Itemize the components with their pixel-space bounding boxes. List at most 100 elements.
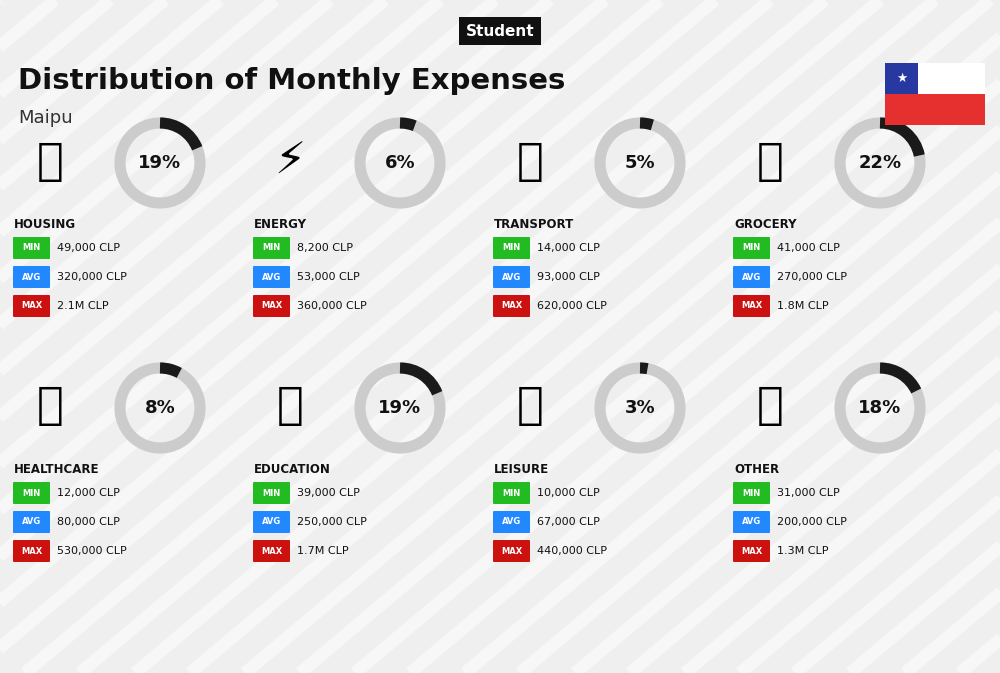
FancyBboxPatch shape xyxy=(13,511,50,533)
Text: MAX: MAX xyxy=(21,546,42,555)
Text: MAX: MAX xyxy=(21,302,42,310)
Text: 39,000 CLP: 39,000 CLP xyxy=(297,488,360,498)
FancyBboxPatch shape xyxy=(733,482,770,504)
Text: HEALTHCARE: HEALTHCARE xyxy=(14,463,99,476)
FancyBboxPatch shape xyxy=(13,295,50,317)
Text: 8,200 CLP: 8,200 CLP xyxy=(297,243,353,253)
Text: MIN: MIN xyxy=(262,244,281,252)
Text: 49,000 CLP: 49,000 CLP xyxy=(57,243,120,253)
Text: EDUCATION: EDUCATION xyxy=(254,463,331,476)
Text: 19%: 19% xyxy=(138,154,182,172)
FancyBboxPatch shape xyxy=(493,540,530,562)
Text: 270,000 CLP: 270,000 CLP xyxy=(777,272,847,282)
Text: HOUSING: HOUSING xyxy=(14,218,76,231)
FancyBboxPatch shape xyxy=(493,511,530,533)
Text: 440,000 CLP: 440,000 CLP xyxy=(537,546,607,556)
Text: MIN: MIN xyxy=(742,489,761,497)
Text: AVG: AVG xyxy=(502,518,521,526)
Text: MIN: MIN xyxy=(742,244,761,252)
Text: TRANSPORT: TRANSPORT xyxy=(494,218,574,231)
Text: 3%: 3% xyxy=(625,399,655,417)
Text: MAX: MAX xyxy=(741,546,762,555)
Text: 67,000 CLP: 67,000 CLP xyxy=(537,517,600,527)
FancyBboxPatch shape xyxy=(493,482,530,504)
Text: AVG: AVG xyxy=(22,273,41,281)
FancyBboxPatch shape xyxy=(885,63,985,94)
Text: 🛍: 🛍 xyxy=(517,384,543,427)
Text: 💰: 💰 xyxy=(757,384,783,427)
FancyBboxPatch shape xyxy=(493,237,530,259)
FancyBboxPatch shape xyxy=(13,540,50,562)
Text: OTHER: OTHER xyxy=(734,463,779,476)
FancyBboxPatch shape xyxy=(733,266,770,288)
Text: 19%: 19% xyxy=(378,399,422,417)
Text: AVG: AVG xyxy=(742,518,761,526)
FancyBboxPatch shape xyxy=(885,94,985,125)
Text: 530,000 CLP: 530,000 CLP xyxy=(57,546,127,556)
FancyBboxPatch shape xyxy=(253,511,290,533)
Text: MIN: MIN xyxy=(502,244,521,252)
Text: 200,000 CLP: 200,000 CLP xyxy=(777,517,847,527)
Text: 8%: 8% xyxy=(145,399,175,417)
Text: 41,000 CLP: 41,000 CLP xyxy=(777,243,840,253)
FancyBboxPatch shape xyxy=(13,482,50,504)
Text: 1.3M CLP: 1.3M CLP xyxy=(777,546,828,556)
Text: 10,000 CLP: 10,000 CLP xyxy=(537,488,600,498)
Text: 250,000 CLP: 250,000 CLP xyxy=(297,517,367,527)
Text: 93,000 CLP: 93,000 CLP xyxy=(537,272,600,282)
Text: AVG: AVG xyxy=(262,518,281,526)
Text: MAX: MAX xyxy=(261,546,282,555)
Text: ⚡: ⚡ xyxy=(274,139,306,182)
Text: 12,000 CLP: 12,000 CLP xyxy=(57,488,120,498)
Text: 🚌: 🚌 xyxy=(517,139,543,182)
FancyBboxPatch shape xyxy=(493,295,530,317)
Text: LEISURE: LEISURE xyxy=(494,463,549,476)
Text: 31,000 CLP: 31,000 CLP xyxy=(777,488,840,498)
Text: Maipu: Maipu xyxy=(18,109,73,127)
Text: 22%: 22% xyxy=(858,154,902,172)
Text: AVG: AVG xyxy=(262,273,281,281)
FancyBboxPatch shape xyxy=(493,266,530,288)
Text: 320,000 CLP: 320,000 CLP xyxy=(57,272,127,282)
Text: AVG: AVG xyxy=(502,273,521,281)
Text: MIN: MIN xyxy=(502,489,521,497)
FancyBboxPatch shape xyxy=(253,482,290,504)
Text: Student: Student xyxy=(466,24,534,38)
FancyBboxPatch shape xyxy=(253,237,290,259)
Text: MAX: MAX xyxy=(261,302,282,310)
Text: AVG: AVG xyxy=(742,273,761,281)
Text: 18%: 18% xyxy=(858,399,902,417)
Text: MAX: MAX xyxy=(741,302,762,310)
Text: 1.7M CLP: 1.7M CLP xyxy=(297,546,349,556)
FancyBboxPatch shape xyxy=(733,237,770,259)
FancyBboxPatch shape xyxy=(13,237,50,259)
Text: 6%: 6% xyxy=(385,154,415,172)
Text: 80,000 CLP: 80,000 CLP xyxy=(57,517,120,527)
Text: 360,000 CLP: 360,000 CLP xyxy=(297,301,367,311)
Text: 🏥: 🏥 xyxy=(37,384,63,427)
FancyBboxPatch shape xyxy=(885,63,918,94)
Text: 620,000 CLP: 620,000 CLP xyxy=(537,301,607,311)
Text: AVG: AVG xyxy=(22,518,41,526)
Text: MIN: MIN xyxy=(22,489,41,497)
FancyBboxPatch shape xyxy=(253,295,290,317)
Text: MAX: MAX xyxy=(501,302,522,310)
FancyBboxPatch shape xyxy=(13,266,50,288)
Text: 2.1M CLP: 2.1M CLP xyxy=(57,301,109,311)
Text: 🏢: 🏢 xyxy=(37,139,63,182)
FancyBboxPatch shape xyxy=(253,266,290,288)
FancyBboxPatch shape xyxy=(733,295,770,317)
Text: MIN: MIN xyxy=(22,244,41,252)
Text: 14,000 CLP: 14,000 CLP xyxy=(537,243,600,253)
Text: 5%: 5% xyxy=(625,154,655,172)
FancyBboxPatch shape xyxy=(253,540,290,562)
Text: 🛒: 🛒 xyxy=(757,139,783,182)
Text: ENERGY: ENERGY xyxy=(254,218,307,231)
Text: 🎓: 🎓 xyxy=(277,384,303,427)
Text: 53,000 CLP: 53,000 CLP xyxy=(297,272,360,282)
Text: ★: ★ xyxy=(896,72,907,85)
Text: MIN: MIN xyxy=(262,489,281,497)
FancyBboxPatch shape xyxy=(733,540,770,562)
Text: GROCERY: GROCERY xyxy=(734,218,796,231)
Text: 1.8M CLP: 1.8M CLP xyxy=(777,301,829,311)
